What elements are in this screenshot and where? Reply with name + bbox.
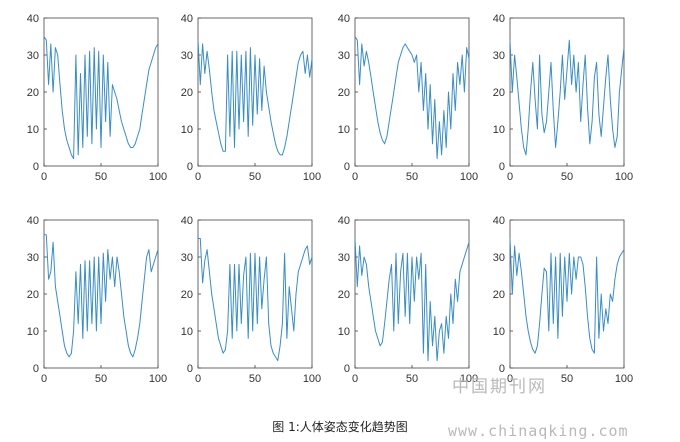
plot-7-xtick-label: 0 [352,373,358,385]
plot-6-xtick-label: 0 [195,373,201,385]
plot-8-ytick-label: 30 [493,252,505,264]
plot-7-ytick-label: 20 [338,289,350,301]
plot-4-ytick-label: 10 [493,124,505,136]
plot-2-ytick-label: 40 [181,13,193,25]
plot-3-ytick-label: 40 [338,13,350,25]
plot-4-xtick-label: 0 [507,171,513,183]
plot-3-ytick-label: 10 [338,124,350,136]
plot-8-ytick-label: 10 [493,326,505,338]
plot-7-axes-box [354,219,470,369]
plot-2-ytick-label: 10 [181,124,193,136]
plot-2-axes-box [197,17,313,167]
plot-5-xtick-label: 0 [41,373,47,385]
plot-1-ytick-label: 30 [27,50,39,62]
plot-1-ytick-label: 0 [33,161,39,173]
plot-4-ytick-label: 20 [493,87,505,99]
plot-3-series-line [354,36,470,160]
plot-6-ytick-label: 10 [181,326,193,338]
plot-8-xtick-label: 50 [561,373,573,385]
plot-1-ytick-label: 20 [27,87,39,99]
plot-5-xtick-label: 50 [95,373,107,385]
plot-6-xtick-label: 100 [303,373,321,385]
plot-3-xtick-label: 100 [460,171,478,183]
plot-4-xtick-label: 50 [561,171,573,183]
plot-3-ytick-label: 30 [338,50,350,62]
plot-3-ytick-label: 0 [344,161,350,173]
plot-2-ytick-label: 0 [187,161,193,173]
plot-1-xtick-label: 50 [95,171,107,183]
figure-caption: 图 1:人体姿态变化趋势图 [272,420,408,434]
plot-4-ytick-label: 30 [493,50,505,62]
plot-1-xtick-label: 100 [149,171,167,183]
plot-5-ytick-label: 10 [27,326,39,338]
plot-1-ytick-label: 10 [27,124,39,136]
watermark-url: www.chinaqking.com [448,422,629,440]
plot-2-series-line [197,40,313,156]
plot-6-ytick-label: 30 [181,252,193,264]
plot-3-xtick-label: 0 [352,171,358,183]
plot-4-ytick-label: 0 [499,161,505,173]
plot-7-ytick-label: 40 [338,215,350,227]
plot-6-ytick-label: 0 [187,363,193,375]
plot-7-ytick-label: 30 [338,252,350,264]
plot-5-axes-box [43,219,159,369]
plot-5-ytick-label: 30 [27,252,39,264]
plot-5-series-line [44,234,159,358]
plot-6-ytick-label: 40 [181,215,193,227]
plot-8-ytick-label: 0 [499,363,505,375]
plot-2-ytick-label: 20 [181,87,193,99]
plot-8-series-line [509,238,625,354]
plot-8-ytick-label: 40 [493,215,505,227]
plot-2-xtick-label: 0 [195,171,201,183]
plot-5-ytick-label: 40 [27,215,39,227]
plot-6-series-line [198,238,313,362]
plot-6-axes-box [197,219,313,369]
plot-7-ytick-label: 0 [344,363,350,375]
plot-4-xtick-label: 100 [615,171,633,183]
plot-4-ytick-label: 40 [493,13,505,25]
plot-5-ytick-label: 20 [27,289,39,301]
plot-8-xtick-label: 0 [507,373,513,385]
plot-2-ytick-label: 30 [181,50,193,62]
plot-6-ytick-label: 20 [181,289,193,301]
plot-2-xtick-label: 50 [249,171,261,183]
plot-3-xtick-label: 50 [406,171,418,183]
watermark-chinese: 中国期刊网 [452,377,547,397]
plot-4-series-line [509,39,625,156]
plot-2-xtick-label: 100 [303,171,321,183]
plot-8-ytick-label: 20 [493,289,505,301]
plot-5-ytick-label: 0 [33,363,39,375]
plot-7-ytick-label: 10 [338,326,350,338]
plot-8-xtick-label: 100 [615,373,633,385]
plot-7-xtick-label: 50 [406,373,418,385]
plot-5-xtick-label: 100 [149,373,167,385]
plot-3-ytick-label: 20 [338,87,350,99]
plot-1-series-line [43,36,159,160]
plot-1-xtick-label: 0 [41,171,47,183]
plot-7-series-line [354,238,470,362]
plot-1-ytick-label: 40 [27,13,39,25]
plot-7-xtick-label: 100 [460,373,478,385]
plot-6-xtick-label: 50 [249,373,261,385]
